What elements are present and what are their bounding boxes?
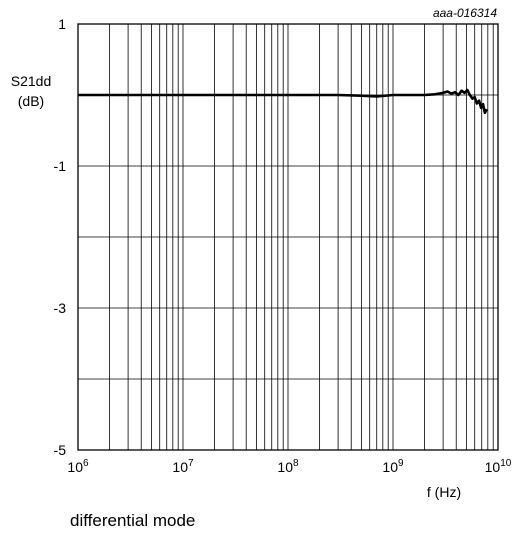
x-tick-label: 109 (382, 458, 404, 475)
series-line (78, 88, 488, 115)
x-tick-label: 108 (277, 458, 299, 475)
figure-id: aaa-016314 (433, 6, 497, 20)
x-axis-label: f (Hz) (427, 484, 461, 500)
x-tick-label: 1010 (485, 458, 512, 475)
y-tick-labels: 1 -1 -3 -5 (54, 16, 67, 458)
x-tick-label: 107 (172, 458, 194, 475)
grid (78, 24, 498, 450)
y-axis-label-line1: S21dd (11, 73, 51, 89)
y-axis-label-line2: (dB) (18, 93, 44, 109)
plot-frame (77, 23, 499, 451)
y-tick-label: -1 (54, 158, 67, 174)
y-tick-label: 1 (58, 16, 66, 32)
y-tick-label: -5 (54, 442, 67, 458)
caption: differential mode (70, 511, 196, 530)
y-tick-label: -3 (54, 300, 67, 316)
x-tick-label: 106 (67, 458, 89, 475)
x-tick-labels: 106 107 108 109 1010 (67, 458, 511, 475)
